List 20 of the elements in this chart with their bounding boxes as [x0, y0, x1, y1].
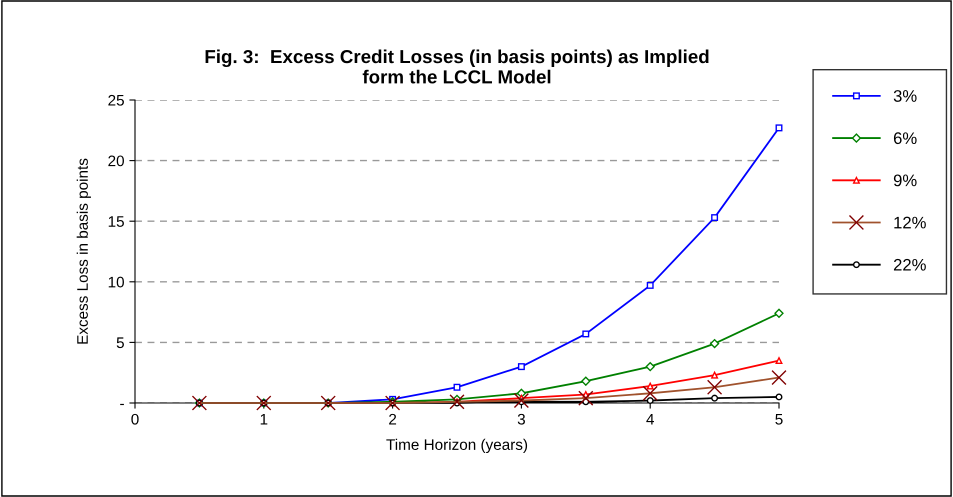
y-tick-label: 25: [108, 94, 124, 106]
y-axis-title: Excess Loss in basis points: [76, 158, 91, 344]
legend-label: 6%: [894, 132, 917, 144]
legend-label: 12%: [894, 216, 926, 228]
x-axis-title: Time Horizon (years): [386, 438, 528, 454]
y-tick-label: 20: [108, 155, 124, 166]
x-tick-label: 5: [775, 414, 783, 425]
y-tick-label: 10: [108, 276, 124, 288]
legend-label: 3%: [894, 90, 917, 102]
legend-label: 22%: [894, 258, 926, 271]
x-tick-label: 4: [646, 414, 654, 424]
y-tick-label: 15: [108, 216, 124, 227]
chart-title: Fig. 3: Excess Credit Losses (in basis points) as Implied form the LCCL Model: [206, 49, 708, 84]
x-tick-label: 1: [260, 414, 268, 424]
y-tick-label: 5: [116, 337, 124, 348]
x-tick-label: 0: [131, 414, 139, 425]
x-tick-label: 2: [389, 414, 396, 424]
y-tick-label: -: [120, 404, 124, 406]
x-tick-label: 3: [518, 414, 525, 425]
legend-label: 9%: [894, 174, 917, 186]
